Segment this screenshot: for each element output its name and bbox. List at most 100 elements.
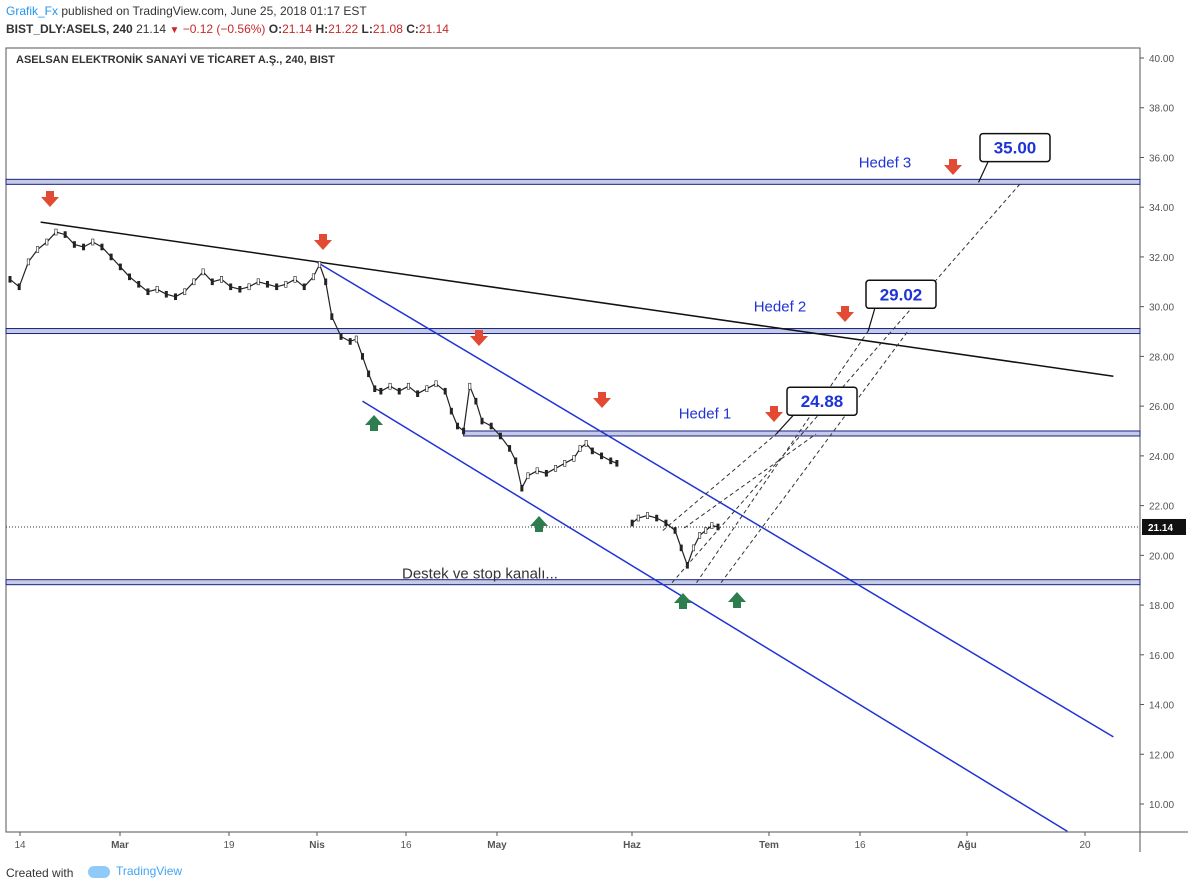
brand-name: TradingView: [116, 864, 183, 878]
price-candle: [434, 380, 438, 388]
low-value: 21.08: [372, 22, 403, 36]
price-candle: [275, 283, 279, 291]
price-candle: [449, 407, 453, 415]
price-candle: [311, 273, 315, 281]
price-candle: [379, 387, 383, 395]
price-candle: [302, 283, 306, 291]
x-tick-label: 16: [854, 840, 866, 851]
target-label: Hedef 3: [859, 154, 912, 171]
y-tick-label: 24.00: [1149, 452, 1174, 463]
open-value: 21.14: [282, 22, 313, 36]
x-tick-label: Nis: [309, 840, 325, 851]
x-tick-label: 20: [1079, 840, 1091, 851]
cloud-icon: [88, 865, 110, 878]
target-box: [865, 279, 937, 310]
price-candle: [416, 390, 420, 398]
y-tick-label: 20.00: [1149, 551, 1174, 562]
price-candle: [615, 460, 619, 467]
price-candle: [118, 263, 122, 271]
level-band: [5, 328, 1141, 335]
price-chart[interactable]: 40.00 38.00 36.00 34.00 32.00 30.00 28.00 26.00…: [0, 44, 1188, 859]
down-arrow-icon: [765, 406, 783, 422]
price-candle: [354, 335, 358, 343]
price-candle: [462, 427, 466, 435]
price-candle: [716, 523, 720, 531]
y-tick-label: 14.00: [1149, 701, 1174, 712]
price-candle: [646, 512, 650, 519]
down-arrow-icon: [41, 191, 59, 207]
price-candle: [388, 382, 392, 390]
price-candle: [710, 522, 714, 529]
price-candle: [360, 353, 364, 360]
price-candle: [318, 261, 322, 268]
target-label: Hedef 1: [679, 406, 732, 423]
price-candle: [367, 370, 371, 378]
projection-line: [683, 433, 817, 529]
price-candle: [330, 313, 334, 320]
y-tick-label: 34.00: [1149, 203, 1174, 214]
y-tick-label: 16.00: [1149, 651, 1174, 662]
chart-area[interactable]: 40.00 38.00 36.00 34.00 32.00 30.00 28.00 26.00…: [0, 44, 1188, 859]
projection-line: [720, 330, 909, 583]
price-candle: [100, 243, 104, 251]
projection-line: [662, 433, 777, 531]
price-candle: [554, 464, 558, 472]
published-text: published on TradingView.com, June 25, 2…: [61, 4, 367, 18]
price-candle: [406, 382, 410, 390]
price-candle: [265, 280, 269, 288]
price-candle: [498, 432, 502, 440]
price-candle: [455, 422, 459, 430]
x-tick-label: 14: [14, 840, 26, 851]
author-link[interactable]: Grafik_Fx: [6, 4, 59, 18]
price-candle: [155, 285, 159, 293]
price-candle: [563, 460, 567, 467]
price-candle: [425, 385, 429, 393]
price-candle: [673, 527, 677, 534]
price-candle: [164, 290, 168, 298]
price-candle: [679, 544, 683, 552]
footer: Created with TradingView: [0, 859, 1188, 890]
x-tick-label: Tem: [759, 840, 779, 851]
price-candle: [373, 385, 377, 393]
price-candle: [17, 283, 21, 291]
ohlc-line: BIST_DLY:ASELS, 240 21.14 ▼ −0.12 (−0.56…: [6, 22, 449, 36]
channel-lower-line: [362, 400, 1068, 832]
price-candle: [704, 527, 708, 534]
resistance-trendline: [40, 221, 1114, 378]
price-candle: [691, 544, 695, 552]
target-value: 29.02: [880, 285, 923, 304]
y-tick-label: 26.00: [1149, 402, 1174, 413]
y-tick-label: 22.00: [1149, 502, 1174, 513]
price-candle: [183, 288, 187, 296]
price-candle: [520, 484, 524, 492]
price-candle: [72, 241, 76, 248]
tradingview-logo[interactable]: TradingView: [88, 864, 182, 878]
price-candle: [210, 278, 214, 286]
up-arrow-icon: [365, 415, 383, 431]
price-candle: [474, 397, 478, 405]
price-candle: [219, 276, 223, 283]
price-candle: [8, 276, 12, 283]
price-candle: [247, 283, 251, 291]
price-candle: [284, 280, 288, 288]
target-box: [786, 386, 858, 416]
price-candle: [238, 285, 242, 293]
publish-line: Grafik_Fx published on TradingView.com, …: [6, 4, 367, 18]
price-candle: [698, 532, 702, 539]
y-tick-label: 32.00: [1149, 253, 1174, 264]
open-label: O:: [268, 22, 283, 36]
last-price: 21.14: [136, 22, 167, 36]
price-change: −0.12 (−0.56%): [182, 22, 266, 36]
x-tick-label: May: [487, 840, 507, 851]
y-tick-label: 30.00: [1149, 303, 1174, 314]
price-candle: [293, 276, 297, 283]
up-arrow-icon: [530, 516, 548, 532]
up-arrow-icon: [674, 593, 692, 609]
created-with-text: Created with: [6, 866, 74, 880]
price-candle: [636, 514, 640, 522]
x-tick-label: Mar: [111, 840, 129, 851]
target-value: 24.88: [801, 392, 844, 411]
price-candle: [655, 514, 659, 522]
price-candle: [514, 457, 518, 465]
plot-frame: [5, 47, 1141, 833]
